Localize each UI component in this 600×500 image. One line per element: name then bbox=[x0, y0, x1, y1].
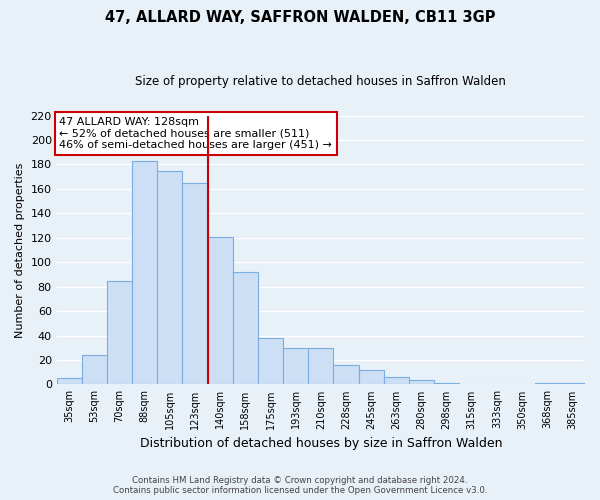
Bar bbox=[157, 170, 182, 384]
Text: 47, ALLARD WAY, SAFFRON WALDEN, CB11 3GP: 47, ALLARD WAY, SAFFRON WALDEN, CB11 3GP bbox=[105, 10, 495, 25]
Y-axis label: Number of detached properties: Number of detached properties bbox=[15, 162, 25, 338]
Bar bbox=[434, 383, 459, 384]
Bar bbox=[384, 377, 409, 384]
Bar bbox=[56, 378, 82, 384]
Bar bbox=[359, 370, 384, 384]
Bar bbox=[334, 365, 359, 384]
Bar bbox=[535, 383, 560, 384]
Bar bbox=[308, 348, 334, 385]
Bar bbox=[182, 183, 208, 384]
Bar bbox=[233, 272, 258, 384]
Bar bbox=[107, 280, 132, 384]
Bar bbox=[208, 236, 233, 384]
Bar bbox=[132, 161, 157, 384]
Bar bbox=[560, 383, 585, 384]
X-axis label: Distribution of detached houses by size in Saffron Walden: Distribution of detached houses by size … bbox=[140, 437, 502, 450]
Bar bbox=[258, 338, 283, 384]
Bar bbox=[409, 380, 434, 384]
Title: Size of property relative to detached houses in Saffron Walden: Size of property relative to detached ho… bbox=[136, 75, 506, 88]
Text: Contains HM Land Registry data © Crown copyright and database right 2024.
Contai: Contains HM Land Registry data © Crown c… bbox=[113, 476, 487, 495]
Bar bbox=[283, 348, 308, 385]
Bar bbox=[82, 355, 107, 384]
Text: 47 ALLARD WAY: 128sqm
← 52% of detached houses are smaller (511)
46% of semi-det: 47 ALLARD WAY: 128sqm ← 52% of detached … bbox=[59, 117, 332, 150]
